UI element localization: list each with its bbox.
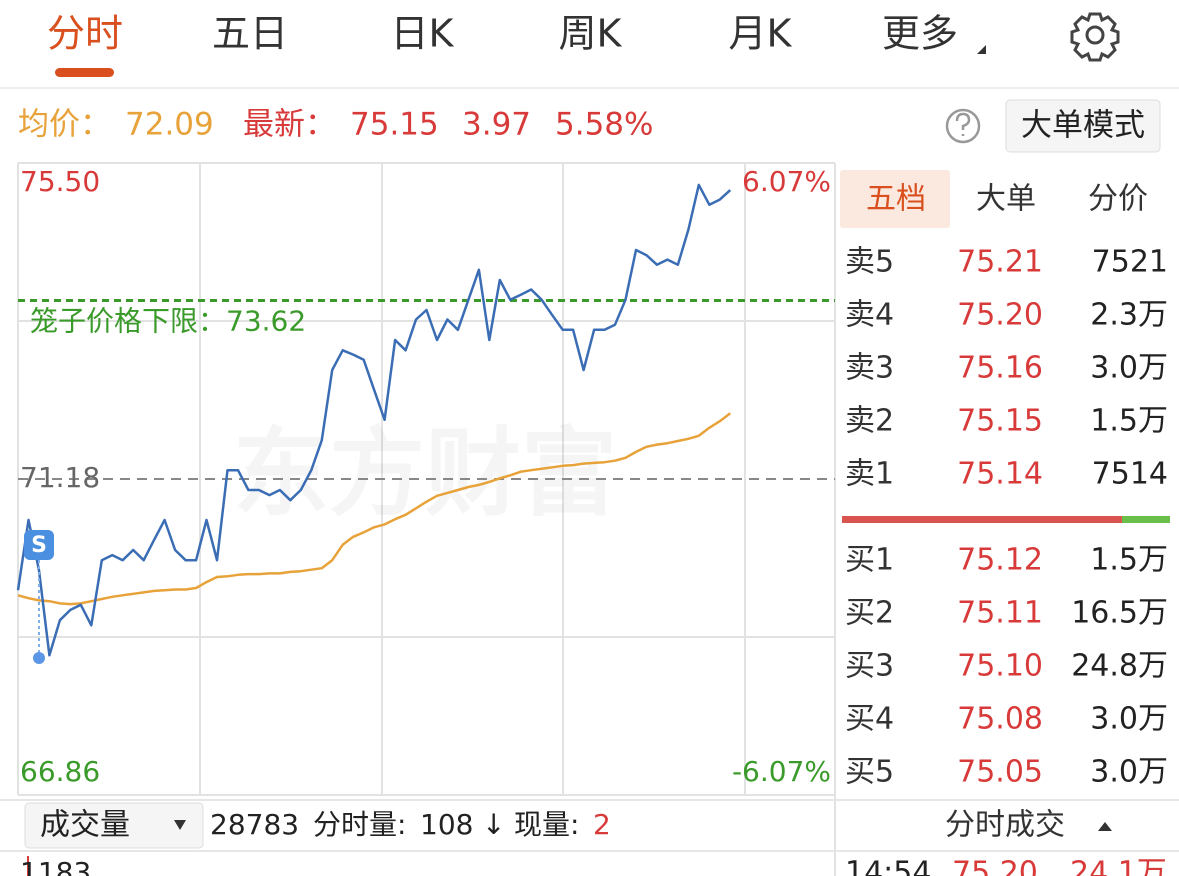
book-tab[interactable]: 分价 — [1088, 182, 1148, 217]
book-price: 75.11 — [957, 596, 1043, 631]
book-volume: 2.3万 — [1090, 298, 1168, 333]
book-label: 卖3 — [845, 351, 894, 386]
book-label: 买1 — [845, 543, 894, 578]
volume-selector[interactable] — [24, 802, 204, 849]
avg-label: 均价： — [18, 107, 111, 143]
book-volume: 7521 — [1092, 245, 1168, 280]
tab[interactable]: 日K — [391, 12, 455, 56]
book-tab[interactable]: 大单 — [976, 182, 1036, 217]
book-label: 卖2 — [845, 404, 894, 439]
settings-icon[interactable] — [1070, 12, 1120, 62]
book-tab-active — [840, 170, 950, 228]
tab[interactable]: 周K — [559, 12, 623, 56]
mode-button[interactable] — [1005, 99, 1161, 153]
book-price: 75.15 — [957, 404, 1043, 439]
more-caret — [977, 45, 986, 54]
trades-title[interactable]: 分时成交 — [945, 808, 1065, 843]
trade-time: 14:54 — [845, 856, 931, 876]
ratio-bar-green — [1122, 516, 1170, 523]
trade-price: 75.20 — [952, 856, 1038, 876]
low-dot — [33, 652, 45, 664]
book-label: 卖4 — [845, 298, 894, 333]
mode-button-label[interactable]: 大单模式 — [1021, 108, 1145, 144]
marker-text: S — [31, 533, 47, 558]
book-volume: 16.5万 — [1071, 596, 1168, 631]
book-price: 75.08 — [957, 702, 1043, 737]
book-volume: 3.0万 — [1090, 755, 1168, 790]
volume-selector-label[interactable]: 成交量 — [40, 808, 130, 843]
volume-total: 28783 — [210, 808, 299, 841]
avg-value: 72.09 — [125, 107, 214, 143]
limit-label-value: 73.62 — [226, 305, 306, 338]
book-volume: 3.0万 — [1090, 351, 1168, 386]
book-label: 买2 — [845, 596, 894, 631]
book-price: 75.12 — [957, 543, 1043, 578]
tab[interactable]: 分时 — [47, 12, 123, 56]
y-tick-label: 66.86 — [20, 755, 100, 788]
interval-value: 108 — [420, 808, 473, 841]
trade-volume: 24.1万 — [1070, 856, 1167, 876]
y2-tick-label: -6.07% — [732, 755, 831, 788]
current-value: 2 — [593, 808, 611, 841]
latest-value: 75.15 — [350, 107, 439, 143]
change: 3.97 — [462, 107, 531, 143]
book-volume: 1.5万 — [1090, 543, 1168, 578]
book-price: 75.20 — [957, 298, 1043, 333]
arrow: ↓ — [482, 808, 505, 841]
book-price: 75.14 — [957, 457, 1043, 492]
help-circle — [945, 108, 981, 144]
book-tab[interactable]: 五档 — [866, 182, 926, 217]
tab[interactable]: 更多 — [882, 12, 958, 56]
book-label: 卖5 — [845, 245, 894, 280]
book-volume: 7514 — [1092, 457, 1168, 492]
tab[interactable]: 五日 — [212, 12, 288, 56]
dropdown-caret — [174, 820, 186, 830]
marker-badge — [24, 530, 54, 560]
series-line — [16, 183, 732, 657]
book-price: 75.10 — [957, 649, 1043, 684]
book-price: 75.05 — [957, 755, 1043, 790]
help-icon[interactable] — [945, 108, 981, 144]
book-label: 买5 — [845, 755, 894, 790]
help-mark — [955, 112, 971, 136]
book-price: 75.16 — [957, 351, 1043, 386]
interval-label: 分时量: — [313, 808, 406, 841]
change-pct: 5.58% — [555, 107, 653, 143]
y-tick-label: 75.50 — [20, 165, 100, 198]
watermark: 东方财富 — [233, 417, 617, 529]
gear-center — [1085, 25, 1105, 45]
book-volume: 24.8万 — [1071, 649, 1168, 684]
y-tick-label: 71.18 — [20, 461, 100, 494]
book-volume: 1.5万 — [1090, 404, 1168, 439]
book-price: 75.21 — [957, 245, 1043, 280]
limit-label-text: 笼子价格下限： — [30, 305, 226, 338]
latest-label: 最新： — [243, 107, 336, 143]
volume-axis-label: 1183 — [20, 856, 91, 876]
book-label: 买3 — [845, 649, 894, 684]
y2-tick-label: 6.07% — [742, 165, 831, 198]
tab-underline — [55, 68, 114, 77]
ratio-bar-red — [842, 516, 1122, 523]
trades-caret — [1098, 822, 1112, 831]
book-label: 买4 — [845, 702, 894, 737]
limit-label: 笼子价格下限：73.62 — [30, 305, 306, 338]
series-line — [17, 412, 732, 606]
book-label: 卖1 — [845, 457, 894, 492]
tab[interactable]: 月K — [729, 12, 793, 56]
gear-outline — [1070, 12, 1120, 62]
current-label: 现量: — [514, 808, 579, 841]
book-volume: 3.0万 — [1090, 702, 1168, 737]
